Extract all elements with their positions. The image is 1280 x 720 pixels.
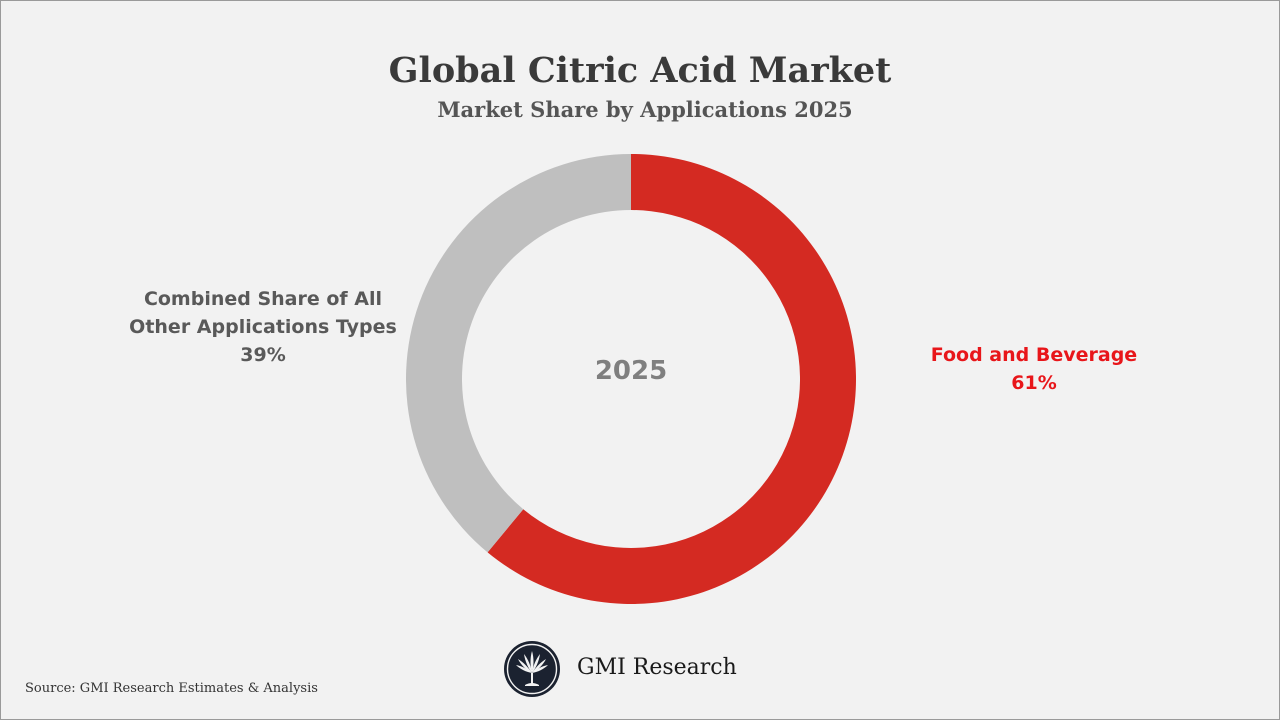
label-line: Combined Share of All	[143, 288, 383, 310]
donut-segment-food-and-beverage	[487, 154, 857, 604]
chart-subtitle: Market Share by Applications 2025	[437, 97, 853, 122]
segment-label-other-applications: Combined Share of All Other Applications…	[113, 285, 413, 369]
source-note: Source: GMI Research Estimates & Analysi…	[25, 681, 318, 696]
label-value: 61%	[1011, 372, 1057, 394]
label-line: Other Applications Types	[129, 316, 397, 338]
donut-center-label: 2025	[594, 356, 668, 386]
palm-leaf-logo-icon	[504, 641, 560, 697]
chart-title: Global Citric Acid Market	[388, 50, 892, 91]
brand-name: GMI Research	[577, 655, 737, 680]
segment-label-food-and-beverage: Food and Beverage 61%	[884, 341, 1184, 397]
donut-segment-combined-share-of-all-other-applications-types	[406, 154, 631, 553]
label-line: Food and Beverage	[930, 344, 1138, 366]
label-value: 39%	[240, 344, 286, 366]
donut-segments	[406, 154, 857, 604]
